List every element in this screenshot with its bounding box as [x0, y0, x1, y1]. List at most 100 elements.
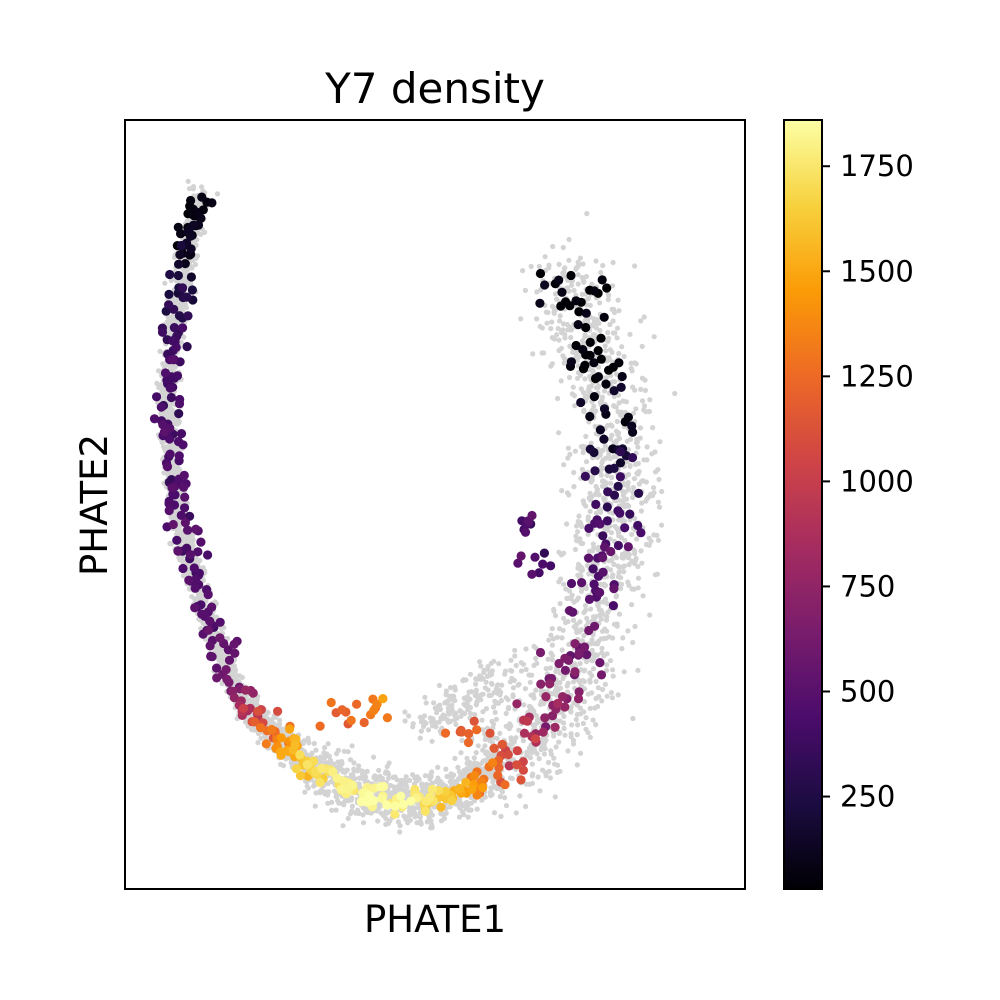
background-point	[612, 379, 618, 385]
data-point	[625, 509, 635, 519]
background-point	[385, 820, 391, 827]
background-point	[572, 448, 579, 454]
background-point	[561, 725, 567, 732]
background-point	[568, 734, 574, 740]
data-point	[240, 685, 251, 695]
data-point	[516, 551, 526, 561]
background-point	[168, 277, 174, 284]
background-point	[317, 788, 323, 794]
background-point	[510, 692, 516, 698]
background-point	[442, 713, 448, 719]
data-point	[585, 337, 595, 347]
background-point	[339, 761, 345, 767]
background-point	[655, 467, 661, 473]
background-point	[586, 388, 592, 395]
background-point	[617, 412, 624, 418]
background-point	[569, 391, 576, 397]
background-point	[651, 532, 657, 538]
background-point	[550, 636, 557, 642]
background-point	[523, 646, 529, 652]
background-point	[529, 761, 535, 767]
data-point	[178, 563, 188, 574]
background-point	[580, 720, 587, 727]
data-point	[603, 487, 613, 497]
data-point	[602, 516, 613, 526]
background-point	[410, 772, 416, 778]
background-point	[551, 755, 557, 761]
data-point	[230, 648, 240, 658]
background-point	[599, 466, 605, 472]
background-point	[581, 501, 587, 507]
background-point	[409, 805, 415, 811]
background-point	[488, 671, 495, 678]
background-point	[529, 672, 535, 678]
data-point	[596, 333, 606, 343]
data-point	[488, 758, 498, 768]
data-point	[485, 728, 495, 738]
data-point	[530, 734, 541, 744]
background-point	[603, 348, 609, 354]
background-point	[502, 795, 508, 801]
background-point	[589, 281, 595, 287]
data-point	[589, 392, 600, 402]
background-point	[672, 390, 678, 397]
data-point	[253, 706, 263, 717]
data-point	[183, 525, 193, 535]
background-point	[587, 490, 593, 496]
data-point	[595, 587, 605, 598]
data-point	[276, 750, 286, 760]
background-point	[184, 267, 191, 273]
background-point	[581, 678, 588, 685]
background-point	[543, 666, 549, 672]
background-point	[607, 321, 613, 328]
background-point	[556, 261, 562, 267]
background-point	[402, 814, 409, 820]
data-point	[535, 298, 545, 308]
background-point	[541, 751, 548, 757]
background-point	[582, 667, 588, 673]
data-point	[185, 231, 196, 241]
background-point	[529, 745, 535, 751]
background-point	[570, 384, 576, 390]
background-point	[588, 383, 594, 389]
background-point	[479, 717, 485, 723]
data-point	[609, 490, 620, 500]
background-point	[651, 485, 657, 491]
background-point	[582, 334, 588, 340]
background-point	[306, 740, 312, 746]
background-point	[639, 560, 645, 566]
background-point	[558, 345, 565, 351]
background-point	[610, 318, 616, 324]
background-point	[567, 343, 573, 349]
background-point	[474, 806, 480, 812]
background-point	[582, 376, 588, 382]
background-point	[534, 751, 540, 757]
background-point	[591, 403, 597, 409]
data-point	[398, 799, 409, 810]
background-point	[596, 694, 602, 700]
background-point	[192, 559, 199, 565]
data-point	[560, 702, 570, 712]
data-point	[634, 488, 644, 498]
data-point	[565, 606, 575, 616]
background-point	[327, 757, 334, 763]
background-point	[362, 806, 368, 812]
background-point	[406, 713, 412, 719]
background-point	[568, 327, 575, 333]
background-point	[511, 677, 517, 684]
background-point	[435, 764, 441, 771]
data-point	[174, 311, 185, 321]
background-point	[490, 721, 497, 727]
data-point	[174, 399, 185, 409]
background-point	[610, 259, 616, 266]
background-point	[508, 667, 514, 673]
background-point	[461, 695, 467, 701]
background-point	[575, 529, 581, 535]
background-point	[393, 786, 399, 792]
data-point	[267, 724, 277, 735]
background-point	[527, 679, 533, 685]
background-point	[589, 637, 595, 643]
data-point	[315, 721, 325, 731]
data-point	[527, 510, 537, 521]
